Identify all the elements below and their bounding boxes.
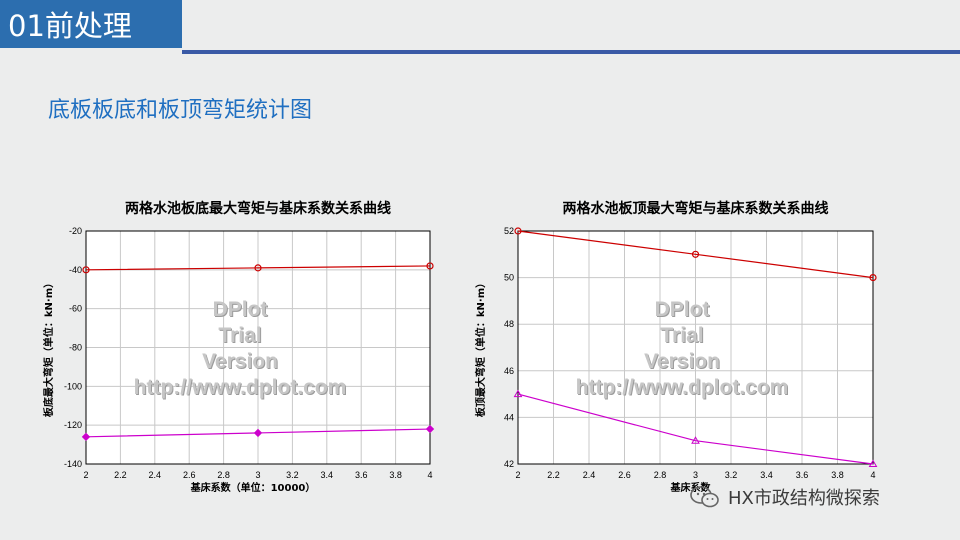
y-tick-label: 44: [504, 412, 514, 422]
plot-frame: [517, 230, 874, 465]
x-tick-label: 2.2: [547, 470, 560, 480]
data-point: [691, 436, 700, 444]
section-title: 01前处理: [8, 9, 132, 43]
x-tick-label: 3.2: [286, 470, 299, 480]
series-line: [517, 230, 874, 279]
watermark-line: DPlot: [654, 298, 710, 321]
y-tick-label: 48: [504, 319, 514, 329]
x-tick-label: 3.6: [796, 470, 809, 480]
x-axis-label: 基床系数（单位：10000）: [190, 481, 316, 494]
x-tick-label: 4: [870, 470, 875, 480]
header-divider: [182, 50, 960, 54]
page-subtitle: 底板板底和板顶弯矩统计图: [48, 98, 313, 123]
data-point: [691, 250, 700, 258]
y-tick-label: -60: [69, 304, 82, 314]
x-tick-label: 3.8: [389, 470, 402, 480]
y-axis-label: 板底最大弯矩（单位：kN·m）: [42, 278, 55, 417]
y-tick-label: -40: [69, 265, 82, 275]
y-tick-label: -120: [64, 420, 82, 430]
x-tick-label: 3: [693, 470, 698, 480]
x-tick-label: 2.4: [583, 470, 596, 480]
y-tick-label: -100: [64, 381, 82, 391]
data-point: [425, 424, 435, 434]
chart-watermark: DPlot Trial Version http://www.dplot.com: [110, 297, 370, 401]
data-point: [81, 432, 91, 442]
y-tick-label: 52: [504, 226, 514, 236]
data-point: [868, 459, 878, 467]
x-tick-label: 2.8: [217, 470, 230, 480]
data-point: [253, 428, 263, 438]
section-header-tab: 01前处理: [0, 0, 182, 48]
data-point: [426, 262, 434, 270]
y-tick-label: 42: [504, 459, 514, 469]
x-tick-label: 3.6: [355, 470, 368, 480]
x-tick-label: 4: [427, 470, 432, 480]
y-axis-label: 板顶最大弯矩（单位：kN·m）: [474, 278, 487, 417]
x-tick-label: 3.8: [831, 470, 844, 480]
y-tick-label: -140: [64, 459, 82, 469]
watermark-line: DPlot: [212, 298, 268, 321]
data-point: [514, 227, 522, 235]
x-tick-label: 3: [255, 470, 260, 480]
data-point: [513, 389, 523, 398]
x-tick-label: 3.2: [725, 470, 738, 480]
chart-title: 两格水池板顶最大弯矩与基床系数关系曲线: [563, 200, 829, 217]
watermark-line: Trial: [218, 324, 262, 347]
watermark-line: http://www.dplot.com: [133, 376, 347, 399]
x-tick-label: 2.6: [618, 470, 631, 480]
x-tick-label: 3.4: [321, 470, 334, 480]
watermark-line: Version: [644, 350, 720, 373]
footer-brand: HX市政结构微探索: [690, 484, 880, 510]
data-point: [254, 264, 262, 272]
series-line: [85, 265, 431, 271]
x-tick-label: 2.2: [114, 470, 127, 480]
y-tick-label: 46: [504, 366, 514, 376]
watermark-line: Trial: [660, 324, 704, 347]
y-tick-label: 50: [504, 273, 514, 283]
x-axis-label: 基床系数: [670, 481, 712, 494]
data-point: [869, 274, 877, 282]
x-tick-label: 2: [83, 470, 88, 480]
footer-text: HX市政结构微探索: [728, 488, 880, 509]
x-tick-label: 2.8: [654, 470, 667, 480]
data-point: [82, 266, 90, 274]
x-tick-label: 3.4: [760, 470, 773, 480]
chart-watermark: DPlot Trial Version http://www.dplot.com: [552, 297, 812, 401]
y-tick-label: -80: [69, 343, 82, 353]
x-tick-label: 2.6: [183, 470, 196, 480]
watermark-line: http://www.dplot.com: [575, 376, 789, 399]
watermark-line: Version: [202, 350, 278, 373]
wechat-icon: [690, 486, 719, 508]
x-tick-label: 2.4: [149, 470, 162, 480]
series-line: [517, 393, 874, 465]
chart-title: 两格水池板底最大弯矩与基床系数关系曲线: [125, 200, 391, 217]
plot-frame: [85, 230, 431, 465]
x-tick-label: 2: [515, 470, 520, 480]
y-tick-label: -20: [69, 226, 82, 236]
